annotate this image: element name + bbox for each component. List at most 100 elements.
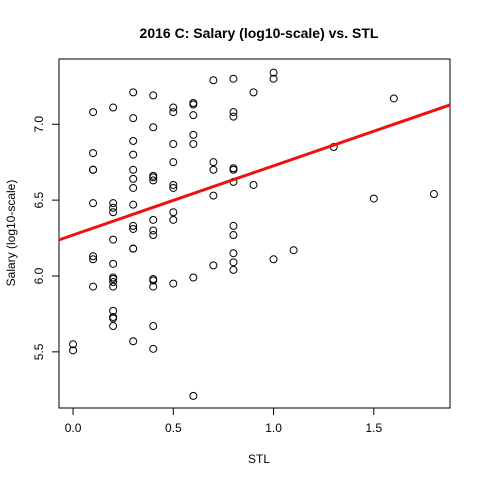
data-point [229, 221, 238, 230]
data-point [89, 252, 98, 261]
data-point [209, 261, 218, 270]
data-point [149, 322, 158, 331]
data-point [289, 246, 298, 255]
data-point [129, 150, 138, 159]
data-point [269, 255, 278, 264]
plot-frame [58, 58, 451, 409]
data-point [189, 391, 198, 400]
data-point [249, 180, 258, 189]
data-point [149, 276, 158, 285]
data-point [109, 282, 118, 291]
y-axis-label: Salary (log10-scale) [4, 180, 18, 287]
data-point [169, 215, 178, 224]
data-point [69, 346, 78, 355]
x-axis: 0.0 0.5 1.0 1.5 [65, 408, 382, 435]
data-point [169, 103, 178, 112]
data-point [109, 275, 118, 284]
data-point [109, 259, 118, 268]
data-point [149, 282, 158, 291]
data-point [169, 208, 178, 217]
data-point [229, 112, 238, 121]
data-point [169, 139, 178, 148]
data-point [129, 200, 138, 209]
data-point [129, 174, 138, 183]
data-point [229, 165, 238, 174]
x-tick-label: 0.0 [65, 421, 82, 435]
y-tick-label: 7.0 [32, 116, 46, 133]
x-tick-label: 1.5 [365, 421, 382, 435]
data-point [109, 235, 118, 244]
data-point [109, 278, 118, 287]
data-point [149, 173, 158, 182]
data-point [149, 231, 158, 240]
data-point [169, 108, 178, 117]
x-tick-label: 0.5 [165, 421, 182, 435]
data-point [129, 244, 138, 253]
data-point [89, 149, 98, 158]
data-point [149, 91, 158, 100]
data-point [229, 108, 238, 117]
y-axis: 5.5 6.0 6.5 7.0 [32, 116, 59, 360]
data-point [169, 180, 178, 189]
data-point [89, 165, 98, 174]
data-point [129, 183, 138, 192]
data-point [229, 258, 238, 267]
data-point [209, 191, 218, 200]
data-point [89, 255, 98, 264]
data-point [149, 344, 158, 353]
data-point [209, 165, 218, 174]
data-point [189, 111, 198, 120]
data-point [429, 190, 438, 199]
data-point [229, 249, 238, 258]
data-point [129, 337, 138, 346]
data-point [129, 221, 138, 230]
data-point [129, 114, 138, 123]
data-point [109, 306, 118, 315]
data-point [149, 123, 158, 132]
data-point [389, 94, 398, 103]
regression-line [58, 103, 451, 242]
data-points [69, 68, 438, 400]
data-point [229, 74, 238, 83]
data-point [109, 322, 118, 331]
chart-title: 2016 C: Salary (log10-scale) vs. STL [140, 25, 379, 41]
y-tick-label: 5.5 [32, 343, 46, 360]
data-point [149, 226, 158, 235]
y-tick-label: 6.0 [32, 267, 46, 284]
data-point [149, 215, 158, 224]
data-point [109, 203, 118, 212]
data-point [109, 199, 118, 208]
data-point [129, 136, 138, 145]
data-point [129, 165, 138, 174]
x-tick-label: 1.0 [265, 421, 282, 435]
data-point [209, 158, 218, 167]
regression-line-group [58, 103, 451, 242]
y-tick-label: 6.5 [32, 191, 46, 208]
data-point [269, 68, 278, 77]
data-point [189, 100, 198, 109]
data-point [269, 74, 278, 83]
data-point [189, 273, 198, 282]
data-point [209, 76, 218, 85]
data-point [129, 88, 138, 97]
data-point [89, 108, 98, 117]
data-point [229, 231, 238, 240]
data-point [109, 208, 118, 217]
data-point [89, 199, 98, 208]
data-point [189, 139, 198, 148]
data-point [169, 183, 178, 192]
data-point [229, 265, 238, 274]
data-point [169, 279, 178, 288]
data-point [369, 194, 378, 203]
data-point [249, 88, 258, 97]
data-point [189, 130, 198, 139]
data-point [109, 314, 118, 323]
x-axis-label: STL [248, 452, 270, 466]
data-point [169, 158, 178, 167]
data-point [69, 340, 78, 349]
data-point [129, 224, 138, 233]
data-point [109, 103, 118, 112]
data-point [89, 282, 98, 291]
data-point [149, 176, 158, 185]
